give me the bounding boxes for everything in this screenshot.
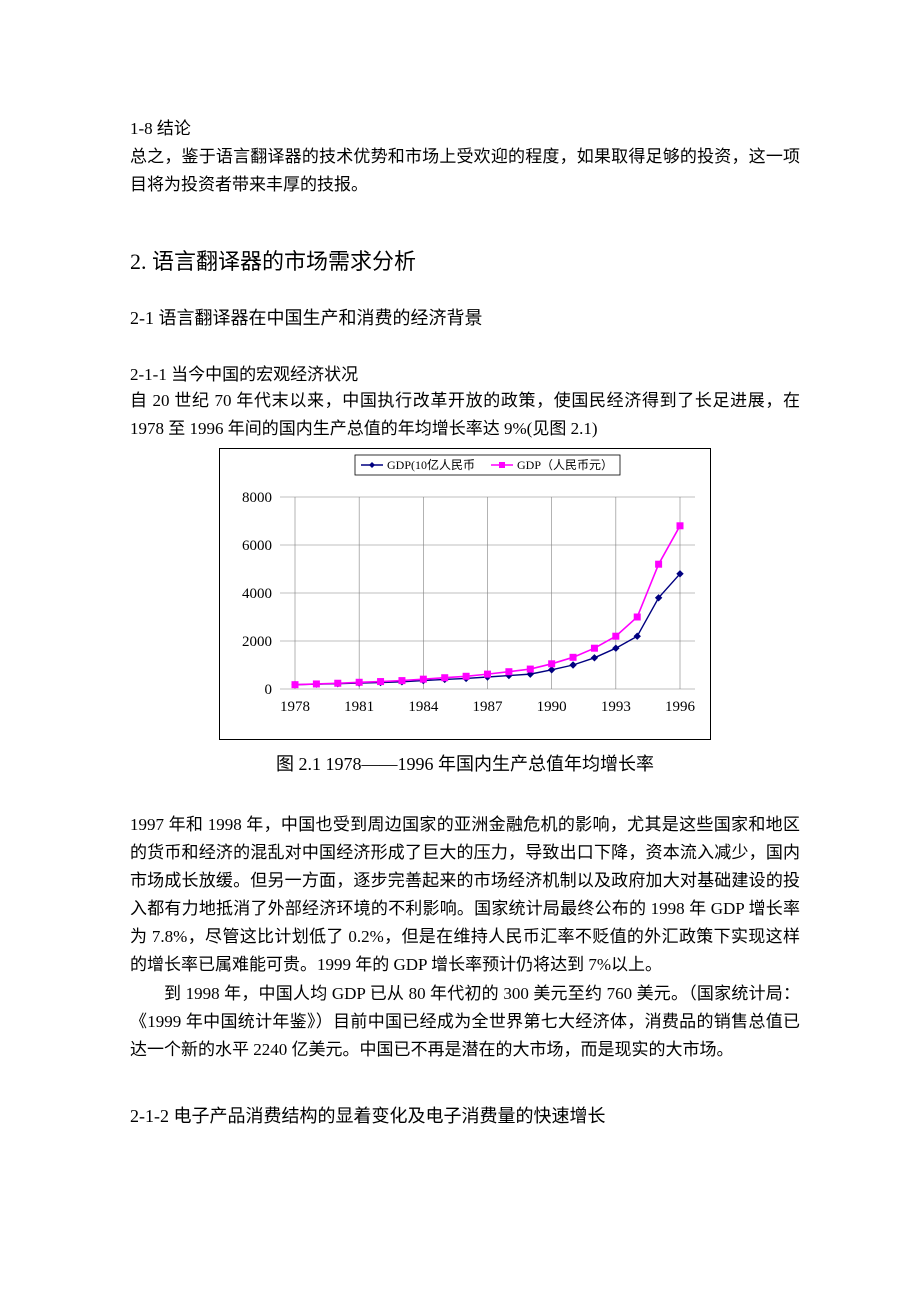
section-2-1-1-title: 2-1-1 当今中国的宏观经济状况	[130, 360, 800, 385]
svg-text:1984: 1984	[408, 699, 439, 715]
section-2-1-title: 2-1 语言翻译器在中国生产和消费的经济背景	[130, 304, 800, 330]
svg-text:1993: 1993	[601, 699, 631, 715]
svg-text:4000: 4000	[242, 586, 272, 602]
svg-text:GDP(10亿人民币: GDP(10亿人民币	[387, 457, 475, 472]
section-2-1-1-p1: 自 20 世纪 70 年代末以来，中国执行改革开放的政策，使国民经济得到了长足进…	[130, 387, 800, 443]
svg-text:1978: 1978	[280, 699, 310, 715]
svg-text:1987: 1987	[473, 699, 504, 715]
svg-text:GDP（人民币元）: GDP（人民币元）	[517, 458, 613, 472]
svg-text:1981: 1981	[344, 699, 374, 715]
section-2-title: 2. 语言翻译器的市场需求分析	[130, 244, 800, 276]
para-1997-p2: 到 1998 年，中国人均 GDP 已从 80 年代初的 300 美元至约 76…	[130, 980, 800, 1064]
section-1-8-body: 总之，鉴于语言翻译器的技术优势和市场上受欢迎的程度，如果取得足够的投资，这一项目…	[130, 143, 800, 199]
svg-text:1990: 1990	[537, 699, 567, 715]
svg-text:8000: 8000	[242, 490, 272, 506]
chart-caption: 图 2.1 1978——1996 年国内生产总值年均增长率	[130, 750, 800, 776]
svg-text:2000: 2000	[242, 634, 272, 650]
gdp-chart: 0 2000 4000 6000 8000 1978 1981 1984 1987 1990 199…	[219, 448, 711, 740]
svg-text:6000: 6000	[242, 538, 272, 554]
para-1997-p1: 1997 年和 1998 年，中国也受到周边国家的亚洲金融危机的影响，尤其是这些…	[130, 811, 800, 979]
svg-text:1996: 1996	[665, 699, 696, 715]
svg-text:0: 0	[265, 682, 273, 698]
section-1-8-title: 1-8 结论	[130, 115, 800, 143]
section-2-1-2-title: 2-1-2 电子产品消费结构的显着变化及电子消费量的快速增长	[130, 1102, 800, 1128]
